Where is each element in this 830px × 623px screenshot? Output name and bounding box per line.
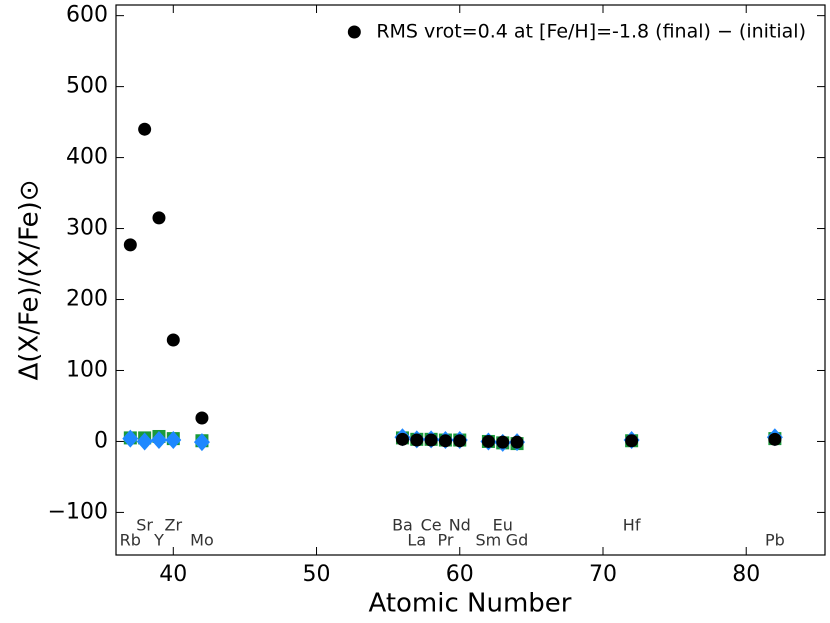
- circle-point: [481, 434, 495, 448]
- diamond-point: [165, 431, 182, 450]
- element-label: Sr: [136, 516, 153, 535]
- element-label: Y: [153, 531, 164, 550]
- x-tick-label: 60: [446, 562, 474, 587]
- circle-point: [195, 411, 209, 425]
- element-label: Hf: [623, 516, 641, 535]
- circle-point: [424, 433, 438, 447]
- circle-point: [625, 434, 639, 448]
- x-tick-label: 40: [159, 562, 187, 587]
- y-tick-label: 400: [66, 145, 108, 170]
- element-label: Gd: [506, 531, 529, 550]
- x-axis-label: Atomic Number: [369, 589, 572, 619]
- element-label: Ba: [392, 516, 413, 535]
- y-tick-label: 100: [66, 357, 108, 382]
- circle-point: [138, 122, 152, 136]
- circle-point: [510, 435, 524, 449]
- legend-label: RMS vrot=0.4 at [Fe/H]=-1.8 (final) − (i…: [376, 21, 806, 43]
- diamond-point: [150, 431, 167, 450]
- element-label: Rb: [120, 531, 141, 550]
- circle-point: [395, 432, 409, 446]
- x-tick-label: 80: [732, 562, 760, 587]
- y-tick-label: 0: [94, 428, 108, 453]
- element-label: Sm: [476, 531, 502, 550]
- y-tick-label: 300: [66, 216, 108, 241]
- element-label: La: [407, 531, 426, 550]
- circle-point: [123, 238, 137, 252]
- y-tick-label: 200: [66, 287, 108, 312]
- y-tick-label: 500: [66, 74, 108, 99]
- x-tick-label: 50: [303, 562, 331, 587]
- plot-frame: [115, 4, 826, 556]
- circle-point: [410, 433, 424, 447]
- diamond-point: [193, 433, 210, 452]
- element-label: Pb: [765, 531, 785, 550]
- y-tick-label: 600: [66, 3, 108, 28]
- x-tick-label: 70: [589, 562, 617, 587]
- y-tick-label: −100: [48, 499, 108, 524]
- element-label: Pr: [437, 531, 453, 550]
- element-label: Zr: [165, 516, 183, 535]
- legend-marker: [347, 25, 361, 39]
- circle-point: [453, 434, 467, 448]
- circle-point: [166, 333, 180, 347]
- circle-point: [496, 435, 510, 449]
- diamond-point: [136, 432, 153, 451]
- diamond-point: [122, 429, 139, 448]
- element-label: Eu: [493, 516, 513, 535]
- element-label: Nd: [449, 516, 471, 535]
- circle-point: [768, 432, 782, 446]
- element-label: Ce: [421, 516, 442, 535]
- circle-point: [152, 211, 166, 225]
- circle-point: [438, 434, 452, 448]
- y-axis-label: Δ(X/Fe)/(X/Fe)⊙: [15, 179, 45, 380]
- element-label: Mo: [190, 531, 214, 550]
